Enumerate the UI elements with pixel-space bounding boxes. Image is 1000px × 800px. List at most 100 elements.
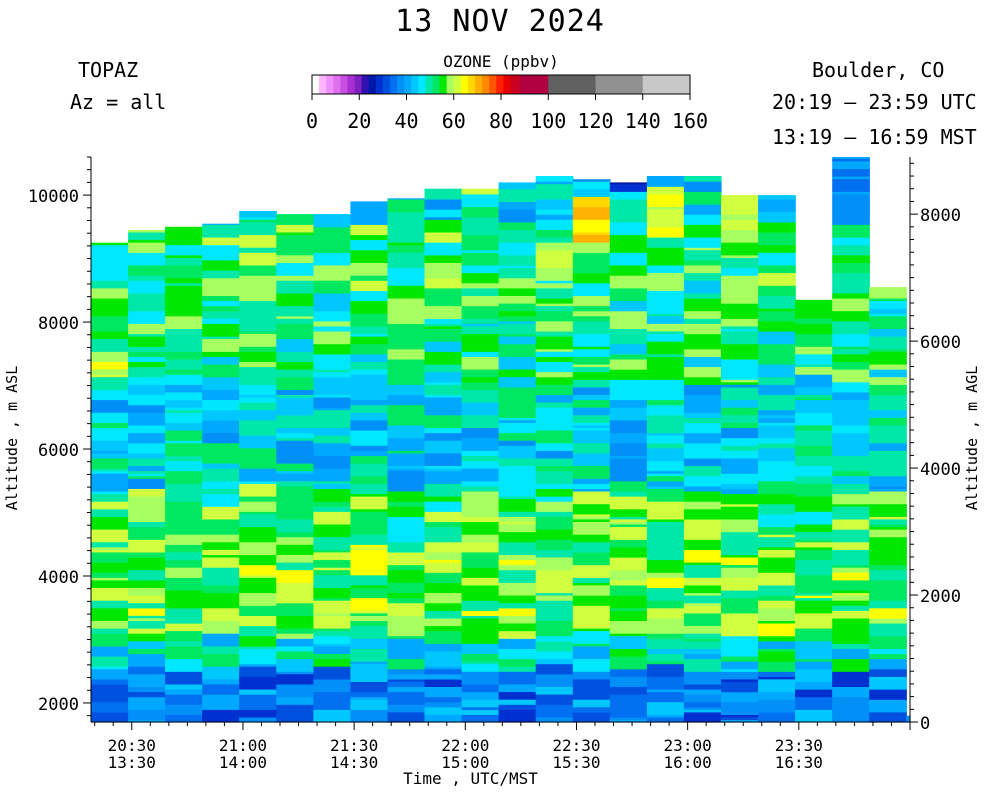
heatmap-cell [683,706,722,710]
heatmap-cell [572,668,611,672]
heatmap-cell [424,468,463,472]
heatmap-cell [832,214,870,225]
heatmap-cell [683,653,722,660]
heatmap-cell [609,264,648,276]
heatmap-cell [683,475,722,487]
heatmap-cell [535,501,574,512]
heatmap-cell [387,564,426,571]
heatmap-cell [498,569,537,583]
colorbar-bin [595,75,644,94]
heatmap-cell [572,513,611,517]
heatmap-cell [128,432,166,444]
heatmap-cell [646,414,685,428]
heatmap-cell [721,531,759,545]
heatmap-cell [202,653,240,667]
heatmap-cell [498,709,537,723]
heatmap-cell [795,539,833,543]
heatmap-cell [832,518,870,530]
heatmap-cell [498,478,537,492]
heatmap-cell [128,356,166,362]
heatmap-cell [572,534,611,543]
heatmap-cell [461,369,500,378]
heatmap-cell [313,574,352,588]
heatmap-cell [313,242,352,253]
heatmap-cell [350,716,389,723]
heatmap-cell [91,689,129,703]
heatmap-cell [498,457,537,467]
heatmap-cell [202,549,240,555]
colorbar-tick-label: 160 [672,109,708,133]
heatmap-cell [535,595,574,599]
heatmap-cell [128,239,166,243]
heatmap-cell [128,323,166,335]
heatmap-cell [202,506,240,520]
heatmap-cell [869,536,907,550]
heatmap-cell [387,678,426,682]
heatmap-cell [165,516,203,522]
heatmap-cell [498,704,537,710]
heatmap-cell [498,615,537,624]
heatmap-cell [535,320,574,332]
heatmap-cell [646,237,685,248]
heatmap-cell [721,518,759,533]
heatmap-cell [609,252,648,266]
heatmap-cell [721,635,759,647]
heatmap-cell [646,676,685,690]
heatmap-cell [350,300,389,304]
heatmap-cell [498,516,537,522]
heatmap-cell [795,361,833,365]
heatmap-cell [832,176,870,180]
heatmap-cell [165,282,203,286]
colorbar-bin [375,75,384,94]
heatmap-cell [387,452,426,467]
heatmap-cell [91,633,129,647]
heatmap-cell [165,694,203,703]
heatmap-cell [869,648,907,655]
heatmap-cell [461,376,500,383]
heatmap-cell [572,564,611,578]
heatmap-cell [609,191,648,200]
heatmap-cell [387,597,426,604]
heatmap-cell [313,214,352,228]
heatmap-cell [683,508,722,520]
colorbar-bin [432,75,441,94]
heatmap-cell [758,503,796,515]
colorbar-bin [467,75,476,94]
heatmap-cell [91,412,129,423]
heatmap-cell [461,663,500,672]
heatmap-cell [424,559,463,563]
heatmap-cell [313,264,352,279]
heatmap-cell [91,546,129,550]
heatmap-cell [646,691,685,700]
heatmap-cell [498,607,537,616]
heatmap-cell [165,623,203,629]
heatmap-cell [683,709,722,713]
heatmap-cell [276,628,314,634]
heatmap-cell [535,371,574,378]
heatmap-cell [165,640,203,647]
colorbar: 0 20 40 60 80 100 120 140 160 [306,74,708,133]
heatmap-cell [350,262,389,276]
heatmap-cell [461,414,500,428]
heatmap-cell [387,244,426,253]
heatmap-cell [758,272,796,286]
heatmap-cell [535,539,574,550]
heatmap-cell [313,397,352,408]
heatmap-cell [461,534,500,543]
heatmap-cell [869,450,907,454]
x-tick-label-mst: 16:00 [664,753,712,772]
heatmap-cell [572,305,611,312]
x-tick-label-utc: 22:00 [441,736,489,755]
heatmap-cell [646,290,685,299]
heatmap-cell [350,597,389,611]
heatmap-cell [461,430,500,439]
heatmap-cell [424,526,463,530]
heatmap-cell [646,209,685,215]
heatmap-cell [832,193,870,205]
y-tick-label-left: 2000 [38,695,79,715]
heatmap-cell [128,442,166,454]
heatmap-cell [313,483,352,489]
heatmap-cell [202,493,240,507]
heatmap-cell [498,648,537,660]
heatmap-cell [646,473,685,477]
